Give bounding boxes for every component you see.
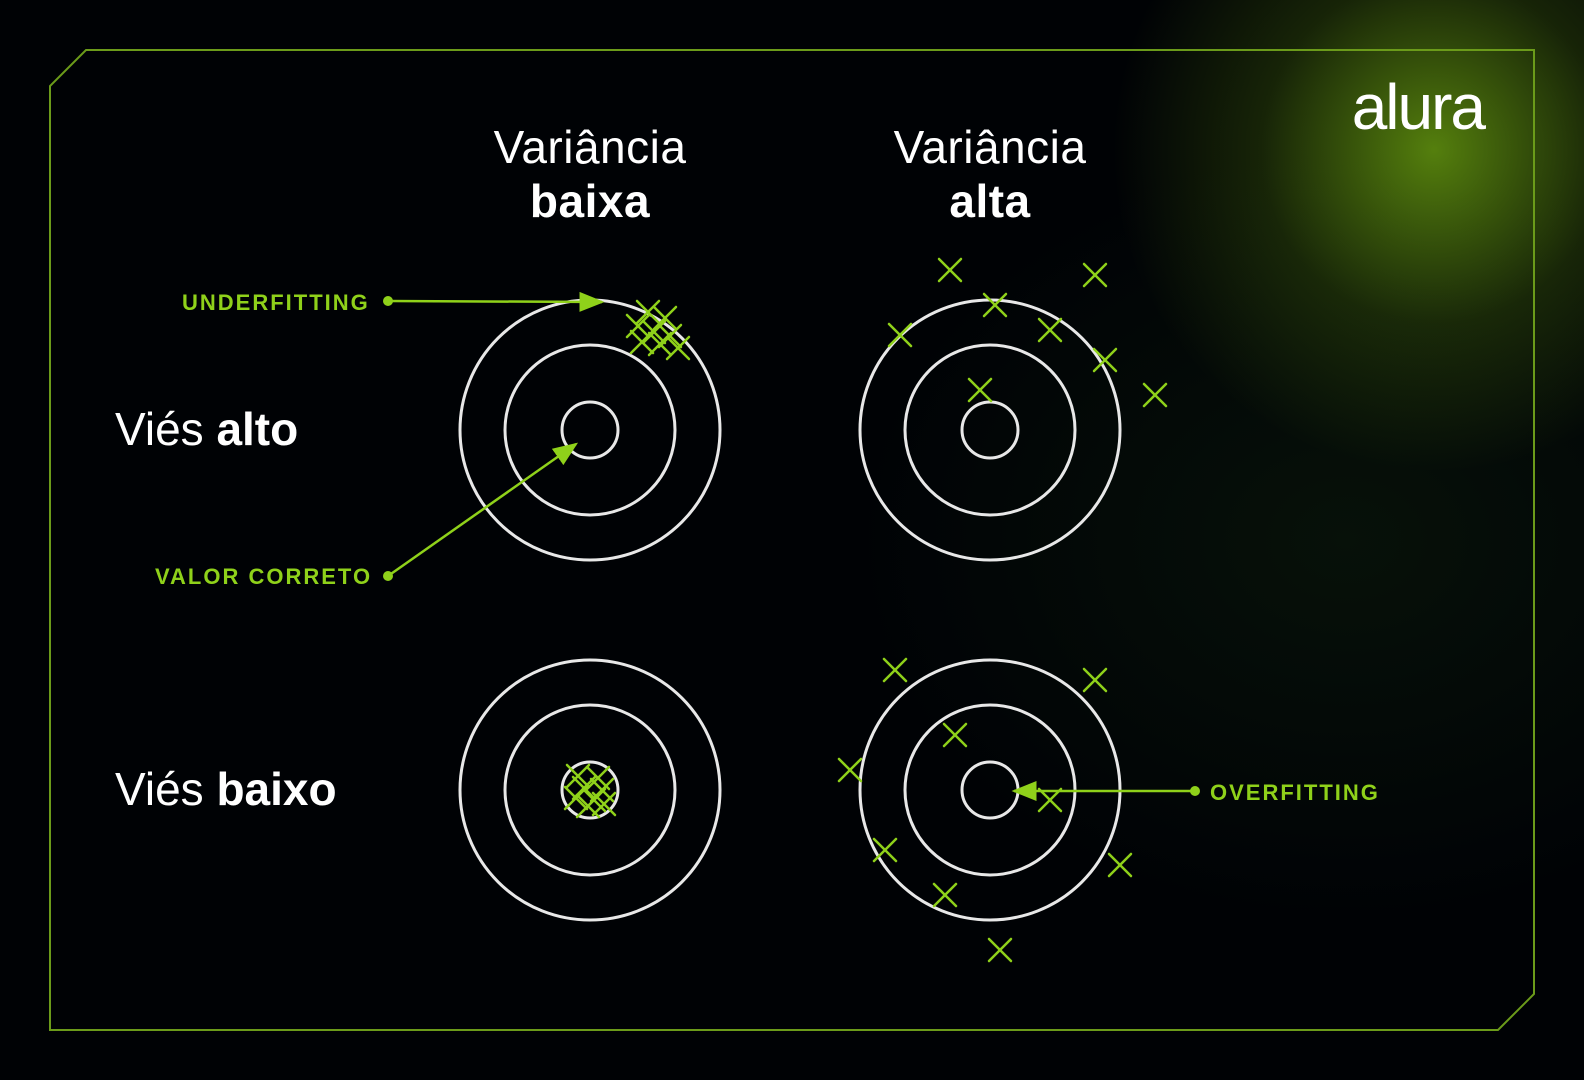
annotation-underfitting: UNDERFITTING (182, 290, 370, 316)
annotation-valor_correto: VALOR CORRETO (155, 564, 372, 590)
target-ring (505, 705, 675, 875)
annotation-overfitting: OVERFITTING (1210, 780, 1380, 806)
diagram-canvas: aluraVariânciabaixaVariânciaaltaViés alt… (0, 0, 1584, 1080)
annotation-arrow-underfitting (388, 301, 602, 302)
target-ring (905, 345, 1075, 515)
target-ring (460, 300, 720, 560)
target-ring (962, 762, 1018, 818)
target-ring (860, 300, 1120, 560)
annotation-arrow-valor_correto (388, 444, 576, 576)
targets-layer (0, 0, 1584, 1080)
target-ring (505, 345, 675, 515)
target-ring (562, 402, 618, 458)
target-ring (962, 402, 1018, 458)
target-ring (460, 660, 720, 920)
